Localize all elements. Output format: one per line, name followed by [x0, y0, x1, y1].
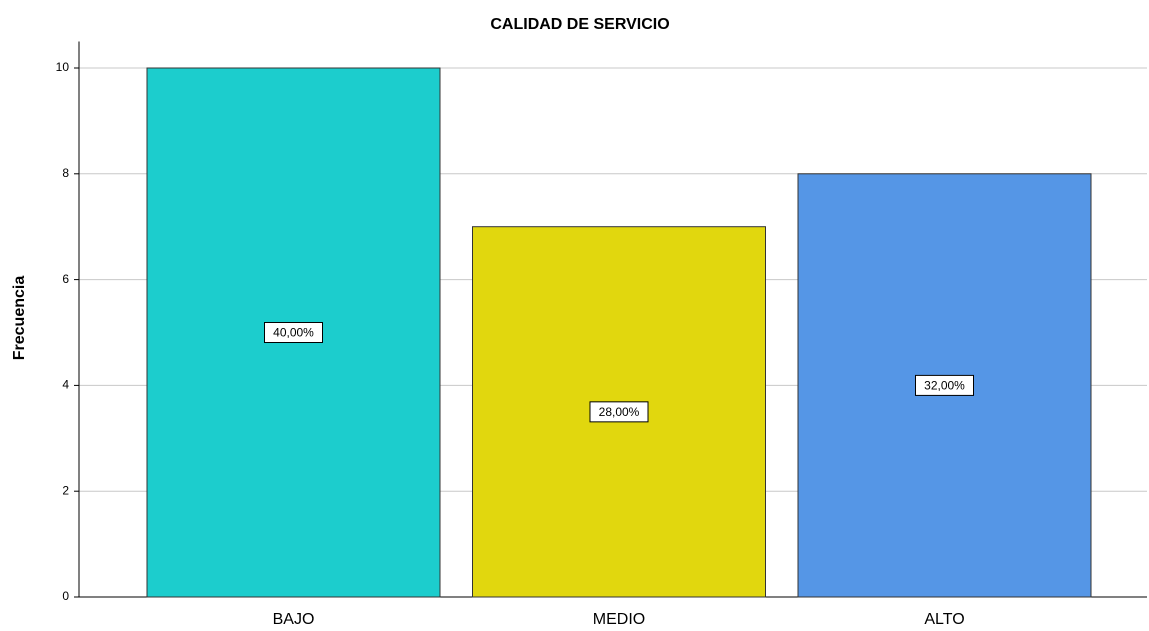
y-tick-label: 0: [62, 589, 69, 603]
y-tick-label: 2: [62, 483, 69, 497]
chart-title: CALIDAD DE SERVICIO: [490, 16, 669, 33]
x-tick-label: MEDIO: [593, 611, 645, 628]
data-label: 28,00%: [599, 405, 640, 419]
x-tick-label: ALTO: [924, 611, 964, 628]
y-tick-label: 10: [56, 60, 70, 74]
data-label-box: [264, 322, 323, 343]
y-tick-label: 8: [62, 166, 69, 180]
y-axis-label: Frecuencia: [11, 276, 28, 361]
y-tick-label: 4: [62, 378, 69, 392]
data-label: 32,00%: [924, 379, 965, 393]
data-label-box: [589, 401, 649, 423]
data-label: 40,00%: [273, 326, 314, 340]
y-tick-label: 6: [62, 272, 69, 286]
data-label-box: [915, 374, 974, 396]
x-tick-label: BAJO: [273, 611, 315, 628]
